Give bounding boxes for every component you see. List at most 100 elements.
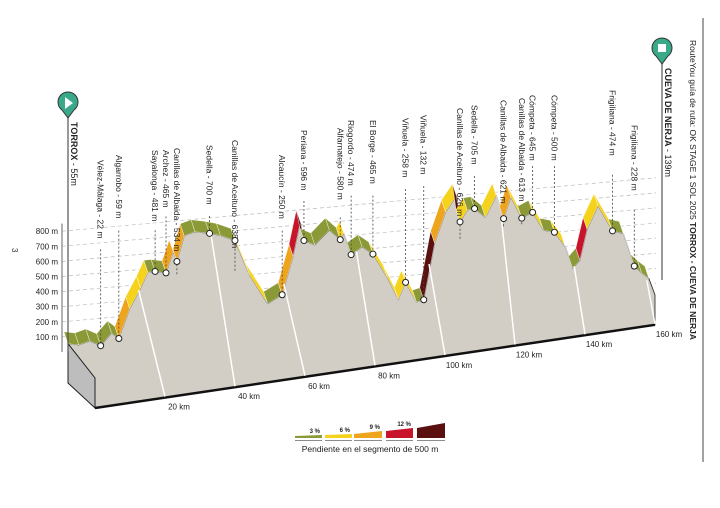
gridline [61,192,657,247]
route-title: RouteYou guía de ruta: OK STAGE 1 SOL 20… [688,40,698,340]
x-tick-label: 160 km [656,330,683,339]
waypoint-label: Cómpeta - 645 m [528,95,538,161]
finish-flag-icon [651,37,673,65]
waypoint: Alfarnatejo - 580 m [335,128,345,244]
waypoint-label: Periana - 596 m [299,130,309,190]
legend-label: 9 % [370,425,381,431]
waypoint: El Borge - 465 m [368,120,378,258]
waypoint: Algarrobo - 59 m [114,155,124,342]
waypoint-marker [420,296,428,304]
waypoint: Canillas de Aceituno - 626 m [455,108,465,239]
start-flag-icon [57,91,79,119]
waypoint-marker [231,236,239,244]
waypoint: Archez - 465 m [161,150,171,277]
waypoint-marker [173,257,181,265]
waypoint-label: Frigiliana - 474 m [608,90,618,156]
waypoint-label: Riogordo - 474 m [346,120,356,186]
waypoint: Viñuela - 132 m [419,115,429,304]
waypoint-marker [550,228,558,236]
waypoint-marker [630,262,638,270]
waypoint: Canillas de Albaida - 621 m [499,100,509,227]
waypoint-marker [529,208,537,216]
legend-swatch [354,431,382,438]
waypoint: Canillas de Aceituno - 638 m [230,140,240,271]
end-label: CUEVA DE NERJA - 139m [663,68,673,177]
legend-swatch [417,423,445,438]
waypoint-label: Archez - 465 m [161,150,171,208]
waypoint-marker [115,334,123,342]
km-tick-line [283,283,306,376]
waypoint: Sayalonga - 481 m [150,150,160,275]
waypoint-label: Sayalonga - 481 m [150,150,160,221]
waypoint-label: Sedella - 700 m [205,145,215,205]
waypoint-label: El Borge - 465 m [368,120,378,184]
waypoint-label: Viñuela - 132 m [419,115,429,174]
waypoints: Vélez-Málaga - 22 m Algarrobo - 59 m Sayal… [96,90,639,350]
waypoint-marker [278,291,286,299]
end-marker: CUEVA DE NERJA - 139m [651,37,673,280]
legend-label: 6 % [340,428,351,434]
km-tick-line [573,266,586,335]
x-axis: 20 km 40 km 60 km 80 km 100 km 120 km 140 km 16… [137,220,683,412]
waypoint-marker [162,269,170,277]
waypoint: Cómpeta - 500 m [549,95,559,236]
y-tick-label: 200 m [36,318,59,327]
waypoint-label: Alcaucín - 250 m [277,155,287,219]
waypoint-marker [456,218,464,226]
waypoint-marker [609,227,616,235]
waypoint-marker [402,278,410,286]
y-axis: 100 m 200 m 300 m 400 m 500 m 600 m 700 m 800 m [36,223,63,352]
legend-swatch [325,434,352,438]
waypoint-marker [471,205,479,213]
waypoint-label: Cómpeta - 500 m [549,95,559,161]
x-tick-label: 120 km [516,351,543,360]
waypoint: Vélez-Málaga - 22 m [96,160,106,350]
x-tick-label: 100 km [446,361,473,370]
waypoint-label: Canillas de Albaida - 621 m [499,100,509,203]
y-tick-label: 500 m [36,273,59,282]
x-tick-label: 140 km [586,340,613,349]
waypoint-label: Alfarnatejo - 580 m [335,128,345,200]
legend-label: 12 % [397,422,411,428]
waypoint: Sedella - 705 m [470,105,480,213]
y-tick-label: 100 m [36,333,59,342]
waypoint: Viñuela - 258 m [401,118,411,286]
terrain-area [67,194,656,409]
waypoint-marker [300,237,308,245]
y-tick-label: 600 m [36,257,59,266]
km-tick-line [210,235,236,387]
waypoint-marker [518,214,526,222]
y-tick-label: 300 m [36,303,59,312]
waypoint: Canillas de Albaida - 534 m [172,148,182,275]
waypoint-marker [206,229,214,237]
gridline [61,177,657,232]
waypoint-label: Frigiliana - 228 m [629,125,639,191]
waypoint-label: Canillas de Albaida - 613 m [517,98,527,201]
start-marker: TORROX - 55m [57,91,79,352]
waypoint: Frigiliana - 474 m [608,90,618,235]
km-tick-line [428,263,446,356]
y-tick-label: 400 m [36,288,59,297]
waypoint: Riogordo - 474 m [346,120,356,259]
legend-swatch [386,428,413,438]
waypoint-label: Viñuela - 258 m [401,118,411,177]
waypoint-label: Canillas de Aceituno - 626 m [455,108,465,216]
waypoint: Sedella - 700 m [205,145,215,237]
x-tick-label: 20 km [168,403,190,412]
waypoint: Periana - 596 m [299,130,309,245]
km-tick-line [137,289,166,397]
profile-ground [67,194,656,410]
waypoint-marker [500,215,508,223]
waypoint-label: Canillas de Aceituno - 638 m [230,140,240,248]
slope-legend: Pendiente en el segmento de 500 m 3 % 6 %… [295,422,445,454]
gridline [61,207,657,262]
km-tick-line [500,220,516,345]
waypoint: Alcaucín - 250 m [277,155,287,299]
waypoint-label: Vélez-Málaga - 22 m [96,160,106,238]
legend-title: Pendiente en el segmento de 500 m [302,444,439,454]
waypoint: Frigiliana - 228 m [629,125,639,270]
waypoint-marker [151,267,159,275]
start-label: TORROX - 55m [69,122,79,186]
x-tick-label: 80 km [378,371,400,380]
